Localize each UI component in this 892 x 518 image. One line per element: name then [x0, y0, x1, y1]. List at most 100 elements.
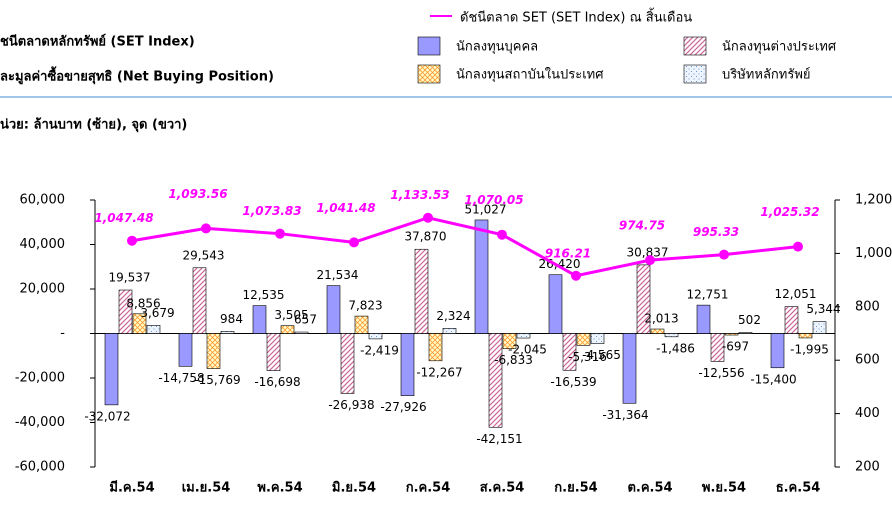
y2-tick-label: 200 — [855, 460, 880, 475]
bar — [354, 315, 369, 334]
index-label: 1,041.48 — [316, 201, 375, 215]
value-label: 502 — [738, 313, 761, 327]
value-label: 5,344 — [806, 302, 840, 316]
bar — [220, 331, 235, 334]
index-point — [423, 212, 433, 223]
value-label: 12,751 — [687, 288, 729, 302]
y2-tick-label: 1,200 — [855, 193, 892, 208]
value-label: -12,556 — [698, 366, 744, 380]
value-label: -697 — [722, 340, 749, 354]
bar — [118, 289, 133, 334]
value-label: 29,543 — [183, 248, 225, 262]
bar — [326, 285, 341, 334]
bar — [252, 305, 267, 334]
bar — [266, 333, 281, 371]
value-label: -2,045 — [508, 343, 547, 357]
bar — [590, 333, 605, 344]
index-point — [275, 228, 285, 239]
x-tick-label: เม.ย.54 — [182, 481, 231, 496]
bar — [664, 333, 679, 338]
x-tick-label: พ.ย.54 — [702, 481, 746, 496]
value-label: -12,267 — [416, 365, 462, 379]
value-label: 12,051 — [775, 287, 817, 301]
value-label: -4,565 — [582, 348, 621, 362]
x-tick-label: พ.ค.54 — [257, 481, 302, 496]
bar — [280, 325, 295, 334]
x-tick-label: ส.ค.54 — [480, 481, 525, 496]
index-point — [645, 255, 655, 266]
index-label: 1,133.53 — [390, 188, 449, 202]
value-label: -14,758 — [158, 371, 204, 385]
bar — [206, 333, 221, 369]
bar — [178, 333, 193, 367]
bar — [622, 333, 637, 404]
bar — [414, 248, 429, 334]
bar — [400, 333, 415, 396]
bar — [812, 321, 827, 334]
index-label: 1,073.83 — [242, 204, 301, 218]
index-point — [793, 241, 803, 252]
value-label: 7,823 — [348, 299, 382, 313]
value-label: -1,995 — [790, 342, 829, 356]
index-line — [131, 216, 799, 278]
y2-tick-label: 1,000 — [855, 246, 892, 261]
bar — [474, 219, 489, 334]
y-tick-label: 20,000 — [20, 282, 66, 297]
legend-swatch — [417, 64, 441, 84]
bar — [770, 333, 785, 369]
legend-label: ดัชนีตลาด SET (SET Index) ณ สิ้นเดือน — [460, 8, 692, 26]
legend-swatch — [417, 36, 441, 56]
x-tick-label: ก.ย.54 — [554, 481, 597, 496]
value-label: 30,837 — [627, 245, 669, 259]
x-tick-label: มิ.ย.54 — [332, 481, 376, 496]
legend-swatch — [683, 64, 707, 84]
legend-label: นักลงทุนสถาบันในประเทศ — [456, 67, 604, 83]
y-tick-label: 60,000 — [20, 193, 66, 208]
bar — [696, 304, 711, 334]
bar — [738, 332, 753, 334]
index-label: 1,047.48 — [94, 211, 153, 225]
bar — [724, 333, 739, 336]
index-label: 916.21 — [545, 246, 591, 260]
index-label: 995.33 — [693, 225, 739, 239]
bar — [146, 325, 161, 334]
bar — [488, 333, 503, 428]
value-label: -16,539 — [550, 375, 596, 389]
legend-swatch — [683, 36, 707, 56]
bar — [784, 306, 799, 334]
y-tick-label: -40,000 — [15, 415, 65, 430]
index-point — [201, 223, 211, 234]
value-label: -15,769 — [194, 373, 240, 387]
value-label: -6,833 — [494, 353, 533, 367]
index-label: 974.75 — [619, 219, 665, 233]
index-label: 1,093.56 — [168, 187, 227, 201]
bar — [192, 267, 207, 334]
index-point — [571, 270, 581, 281]
value-label: 19,537 — [109, 271, 151, 285]
value-label: 2,324 — [436, 309, 470, 323]
legend-label: นักลงทุนต่างประเทศ — [722, 40, 837, 55]
bar — [502, 333, 517, 350]
bar — [428, 333, 443, 362]
y2-tick-label: 600 — [855, 353, 880, 368]
index-point — [719, 249, 729, 260]
y-tick-label: - — [60, 326, 65, 341]
value-label: 984 — [220, 312, 243, 326]
value-label: -15,400 — [750, 372, 796, 386]
bar — [710, 333, 725, 362]
x-tick-label: ธ.ค.54 — [776, 481, 821, 496]
value-label: 51,027 — [465, 202, 507, 216]
x-tick-label: ต.ค.54 — [627, 481, 672, 496]
bar — [516, 333, 531, 339]
bar — [442, 328, 457, 334]
index-label: 1,025.32 — [760, 205, 819, 219]
units-note: น่วย: ล้านบาท (ซ้าย), จุด (ขวา) — [0, 117, 187, 133]
bar — [340, 333, 355, 394]
bar — [548, 274, 563, 334]
bar — [368, 333, 383, 340]
bar — [294, 331, 309, 334]
bar — [798, 333, 813, 339]
value-label: 3,679 — [140, 306, 174, 320]
y2-tick-label: 400 — [855, 406, 880, 421]
